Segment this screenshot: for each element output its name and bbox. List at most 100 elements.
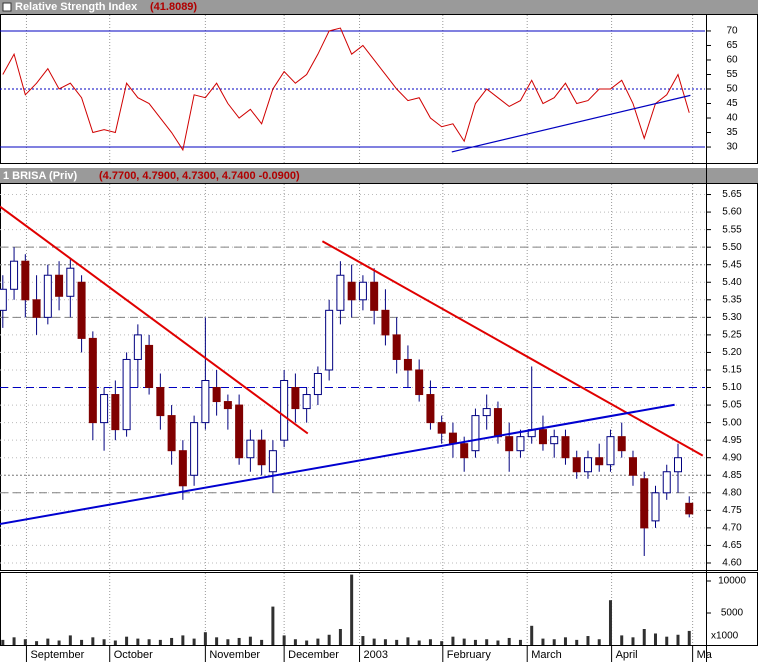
candle-body (673, 457, 682, 473)
candle-body (336, 274, 345, 311)
volume-bar (260, 639, 264, 645)
y-tick-label: 5.35 (722, 294, 742, 305)
volume-bar (642, 629, 646, 645)
x-tick-label: April (616, 649, 638, 661)
candle-body (347, 281, 356, 301)
trend-line (0, 205, 309, 435)
volume-bar (46, 638, 50, 645)
volume-bar (462, 638, 466, 645)
y-tick-label: 45 (726, 98, 738, 109)
volume-bar (35, 641, 39, 645)
x-tick-label: 2003 (364, 649, 388, 661)
volume-bar (293, 639, 297, 645)
volume-bar (12, 637, 16, 645)
candle-body (122, 358, 131, 431)
x-tick-label: November (209, 649, 260, 661)
y-tick-label: 5.45 (722, 259, 742, 270)
candle-body (651, 492, 660, 522)
volume-bar (68, 635, 72, 645)
candle-body (358, 281, 367, 301)
candle-body (223, 401, 232, 410)
y-tick-label: 5.65 (722, 189, 742, 200)
x-tick-label: October (114, 649, 153, 661)
volume-bar (541, 638, 545, 645)
candle-body (572, 457, 581, 473)
candle-body (482, 408, 491, 417)
y-tick-label: 50 (726, 84, 738, 95)
volume-bar (170, 637, 174, 645)
y-tick-label: 5.10 (722, 382, 742, 393)
volume-bar (1, 639, 5, 645)
rsi-current: (41.8089) (150, 1, 197, 13)
volume-bar (530, 625, 534, 645)
volume-bar (496, 640, 500, 645)
y-tick-label: 60 (726, 55, 738, 66)
candle-body (55, 274, 64, 297)
panel-checkbox[interactable] (2, 2, 12, 12)
trend-line (0, 403, 675, 526)
volume-bar (23, 639, 27, 645)
y-tick-label: 4.75 (722, 505, 742, 516)
candle-body (437, 422, 446, 434)
candle-body (178, 450, 187, 487)
rsi-frame (0, 14, 758, 164)
rsi-title-bar (0, 0, 758, 14)
x-tick-label: Ma (697, 649, 713, 661)
volume-bar (653, 633, 657, 645)
rsi-line (2, 27, 690, 152)
candle-body (291, 387, 300, 410)
volume-bar (428, 639, 432, 645)
volume-bar (575, 639, 579, 645)
volume-bar (203, 632, 207, 645)
trend-line (451, 94, 691, 153)
price-current: (4.7700, 4.7900, 4.7300, 4.7400 -0.0900) (99, 170, 300, 182)
volume-bar (192, 638, 196, 645)
y-tick-label: 5.55 (722, 224, 742, 235)
y-tick-label: 5.00 (722, 417, 742, 428)
y-tick-label: 4.95 (722, 435, 742, 446)
volume-bar (608, 600, 612, 645)
x-tick-label: March (531, 649, 562, 661)
candle-body (268, 450, 277, 473)
volume-bar (620, 635, 624, 645)
candle-body (617, 436, 626, 452)
candle-body (685, 502, 694, 515)
candle-body (516, 436, 525, 452)
candle-body (280, 380, 289, 441)
volume-bar (248, 636, 252, 645)
candle-body (0, 288, 7, 311)
candle-body (313, 372, 322, 396)
candle-body (426, 394, 435, 424)
x-tick-label: February (447, 649, 492, 661)
volume-bar (563, 637, 567, 645)
candle-body (561, 436, 570, 459)
candle-body (583, 457, 592, 473)
candle-body (21, 260, 30, 301)
candle-body (167, 415, 176, 452)
candle-body (325, 309, 334, 371)
volume-bar (80, 639, 84, 645)
candle-body (550, 436, 559, 445)
volume-bar (327, 634, 331, 645)
y-tick-label: 4.90 (722, 452, 742, 463)
y-tick-label: 5.50 (722, 242, 742, 253)
candle-body (505, 436, 514, 452)
volume-bar (316, 638, 320, 645)
volume-bar (383, 639, 387, 645)
candle-body (662, 471, 671, 494)
y-tick-label: 30 (726, 142, 738, 153)
volume-bar (372, 638, 376, 645)
volume-bar (597, 639, 601, 645)
volume-bar (113, 640, 117, 645)
y-tick-label: 40 (726, 113, 738, 124)
candle-body (43, 274, 52, 318)
y-tick-label: 5.15 (722, 365, 742, 376)
candle-body (156, 387, 165, 417)
candle-body (381, 309, 390, 336)
y-tick-label: 70 (726, 26, 738, 37)
x-tick-label: September (30, 649, 84, 661)
candle-body (606, 436, 615, 466)
volume-bar (57, 640, 61, 645)
volume-bar (552, 639, 556, 645)
y-tick-label: 4.85 (722, 470, 742, 481)
